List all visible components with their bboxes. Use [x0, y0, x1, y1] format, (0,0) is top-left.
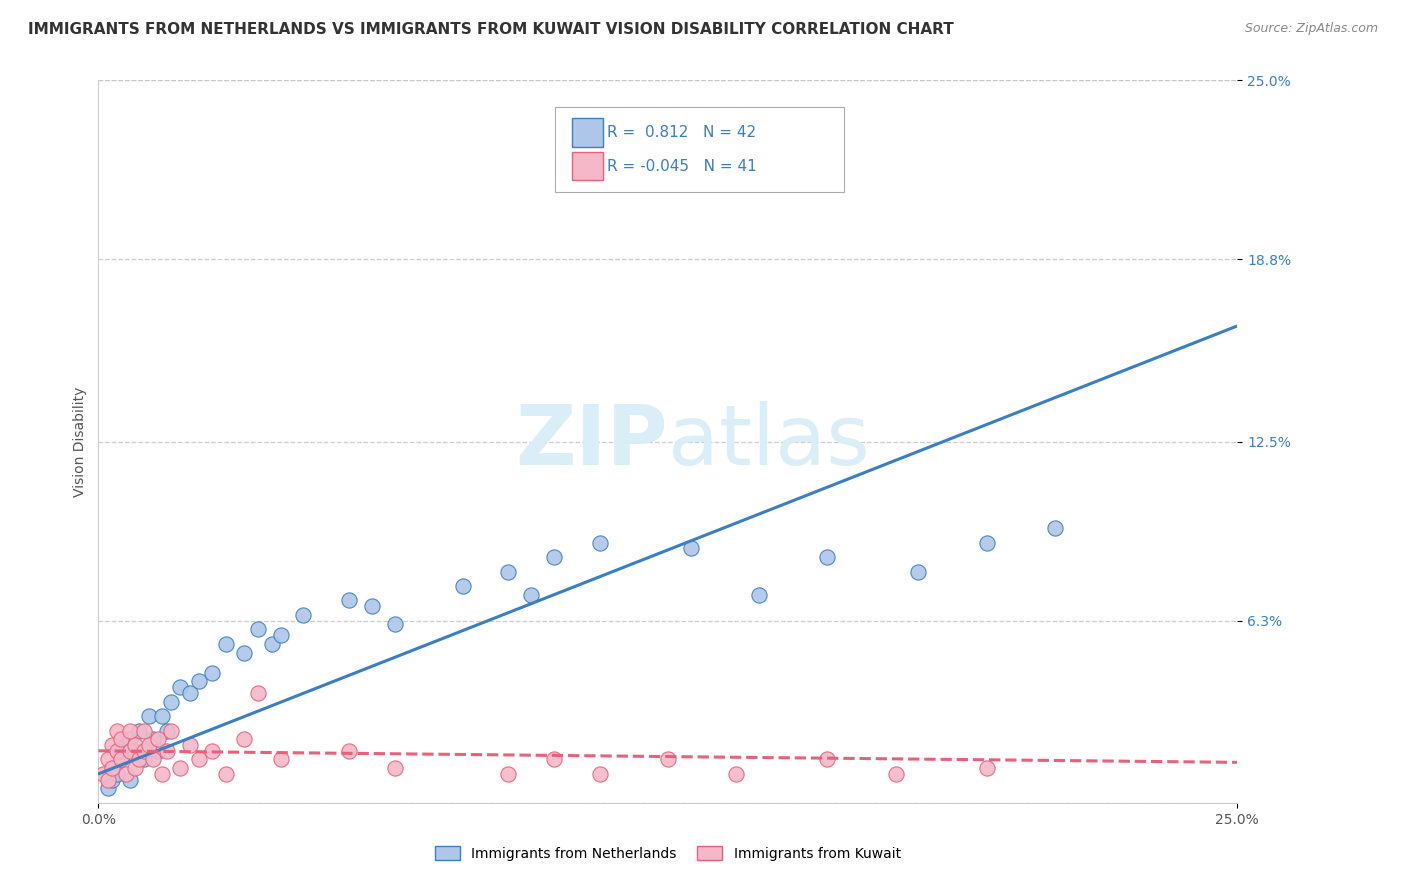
Y-axis label: Vision Disability: Vision Disability: [73, 386, 87, 497]
Point: [187, 674, 209, 689]
Point: [815, 752, 838, 766]
Point: [120, 732, 142, 747]
Point: [91, 767, 114, 781]
Point: [128, 752, 150, 766]
Text: IMMIGRANTS FROM NETHERLANDS VS IMMIGRANTS FROM KUWAIT VISION DISABILITY CORRELAT: IMMIGRANTS FROM NETHERLANDS VS IMMIGRANT…: [28, 22, 953, 37]
Point: [160, 695, 183, 709]
Point: [105, 744, 128, 758]
Point: [114, 738, 136, 752]
Point: [124, 744, 146, 758]
Text: R = -0.045   N = 41: R = -0.045 N = 41: [607, 159, 758, 174]
Point: [725, 767, 748, 781]
Point: [337, 593, 360, 607]
Point: [498, 767, 520, 781]
Point: [179, 686, 201, 700]
Point: [233, 646, 256, 660]
Point: [101, 738, 124, 752]
Point: [96, 772, 118, 787]
Point: [156, 744, 179, 758]
Point: [543, 550, 565, 565]
Point: [142, 732, 165, 747]
Legend: Immigrants from Netherlands, Immigrants from Kuwait: Immigrants from Netherlands, Immigrants …: [434, 847, 901, 861]
Point: [748, 588, 770, 602]
Point: [384, 761, 406, 775]
Point: [138, 738, 160, 752]
Point: [114, 767, 136, 781]
Point: [110, 732, 132, 747]
Point: [201, 665, 224, 680]
Point: [120, 723, 142, 738]
Point: [246, 623, 269, 637]
Point: [451, 579, 474, 593]
Point: [907, 565, 929, 579]
Point: [233, 732, 256, 747]
Point: [156, 723, 179, 738]
Point: [120, 772, 142, 787]
Point: [101, 761, 124, 775]
Text: ZIP: ZIP: [516, 401, 668, 482]
Point: [110, 744, 132, 758]
Point: [884, 767, 907, 781]
Point: [337, 744, 360, 758]
Point: [132, 752, 155, 766]
Point: [128, 723, 150, 738]
Point: [120, 744, 142, 758]
Point: [110, 752, 132, 766]
Point: [150, 767, 173, 781]
Point: [169, 761, 191, 775]
Point: [101, 772, 124, 787]
Point: [976, 535, 998, 549]
Point: [105, 723, 128, 738]
Point: [657, 752, 679, 766]
Point: [105, 767, 128, 781]
Point: [679, 541, 702, 556]
Point: [132, 723, 155, 738]
Point: [215, 767, 238, 781]
Point: [142, 752, 165, 766]
Point: [150, 709, 173, 723]
Point: [110, 752, 132, 766]
Point: [815, 550, 838, 565]
Point: [270, 628, 292, 642]
Point: [360, 599, 382, 614]
Point: [292, 607, 315, 622]
Point: [96, 781, 118, 796]
Point: [1043, 521, 1066, 535]
Point: [246, 686, 269, 700]
Point: [260, 637, 283, 651]
Point: [201, 744, 224, 758]
Point: [543, 752, 565, 766]
Point: [384, 616, 406, 631]
Point: [160, 723, 183, 738]
Point: [498, 565, 520, 579]
Text: atlas: atlas: [668, 401, 869, 482]
Point: [101, 761, 124, 775]
Point: [588, 767, 610, 781]
Point: [976, 761, 998, 775]
Point: [187, 752, 209, 766]
Point: [132, 744, 155, 758]
Point: [124, 761, 146, 775]
Point: [146, 744, 169, 758]
Point: [146, 732, 169, 747]
Point: [124, 738, 146, 752]
Point: [138, 709, 160, 723]
Point: [179, 738, 201, 752]
Point: [270, 752, 292, 766]
Point: [588, 535, 610, 549]
Point: [520, 588, 543, 602]
Point: [215, 637, 238, 651]
Point: [96, 752, 118, 766]
Text: Source: ZipAtlas.com: Source: ZipAtlas.com: [1244, 22, 1378, 36]
Point: [169, 680, 191, 694]
Text: R =  0.812   N = 42: R = 0.812 N = 42: [607, 125, 756, 140]
